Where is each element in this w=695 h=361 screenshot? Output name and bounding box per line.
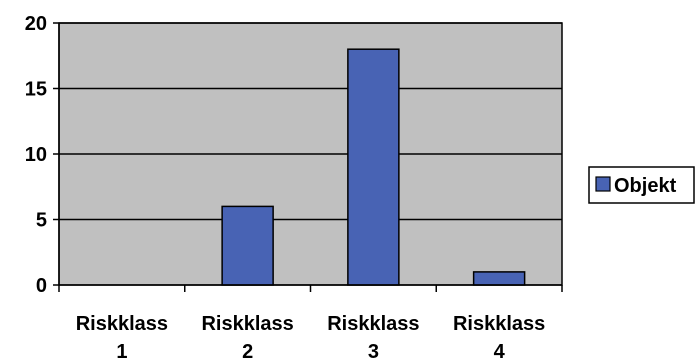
y-axis-tick-labels: 0 5 10 15 20 [25, 13, 47, 297]
y-tick-label-5: 5 [36, 210, 47, 232]
y-tick-label-0: 0 [36, 275, 47, 297]
bar-2 [221, 205, 274, 286]
bar-4 [472, 271, 526, 286]
y-tick-label-10: 10 [25, 144, 47, 166]
legend-swatch-objekt [595, 176, 611, 192]
y-tick-label-15: 15 [25, 79, 47, 101]
axes [53, 22, 563, 292]
gridlines [59, 22, 562, 221]
x-axis-tick-labels: Riskklass 1 Riskklass 2 Riskklass 3 Riskklass 4 [76, 313, 546, 361]
legend-label-objekt: Objekt [614, 175, 677, 197]
bar-3 [347, 48, 400, 286]
x-tick-label-3: Riskklass 3 [327, 313, 419, 361]
x-tick-label-4: Riskklass 4 [453, 313, 545, 361]
x-tick-label-2: Riskklass 2 [201, 313, 293, 361]
y-tick-label-20: 20 [25, 13, 47, 35]
legend: Objekt [588, 166, 695, 204]
x-tick-label-1: Riskklass 1 [76, 313, 168, 361]
